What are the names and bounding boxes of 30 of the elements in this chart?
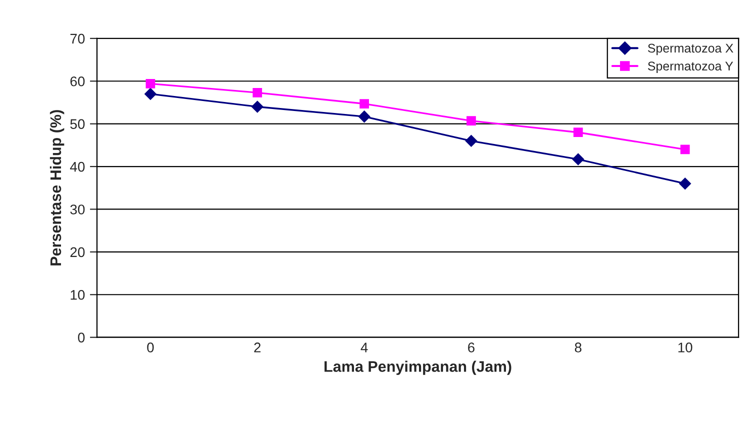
point	[251, 100, 264, 113]
x-tick-label: 2	[254, 342, 261, 352]
point	[146, 79, 156, 88]
y-tick-label: 60	[70, 76, 85, 86]
y-tick-label: 10	[70, 290, 85, 300]
x-tick-label: 10	[678, 342, 692, 352]
y-tick-label: 0	[78, 332, 85, 342]
y-axis-title: Persentase Hidup (%)	[50, 110, 64, 266]
y-tick-label: 20	[70, 247, 85, 258]
point	[680, 144, 690, 154]
point	[466, 116, 476, 126]
point	[252, 88, 262, 98]
point	[358, 110, 370, 122]
y-tick-label: 50	[70, 119, 85, 129]
point	[465, 134, 478, 147]
legend-label: Spermatozoa X	[648, 44, 734, 56]
x-tick-label: 6	[468, 342, 474, 352]
point	[144, 88, 156, 100]
point	[679, 178, 691, 190]
x-tick-label: 0	[147, 342, 154, 352]
point	[572, 153, 584, 166]
x-axis-title: Lama Penyimpanan (Jam)	[324, 360, 512, 375]
point	[360, 99, 369, 108]
point	[573, 128, 583, 138]
legend-label: Spermatozoa Y	[648, 62, 734, 73]
x-tick-label: 8	[574, 342, 582, 352]
y-tick-label: 70	[70, 34, 85, 44]
x-tick-label: 4	[360, 342, 368, 352]
y-tick-label: 40	[70, 162, 85, 172]
y-tick-label: 30	[70, 204, 85, 214]
